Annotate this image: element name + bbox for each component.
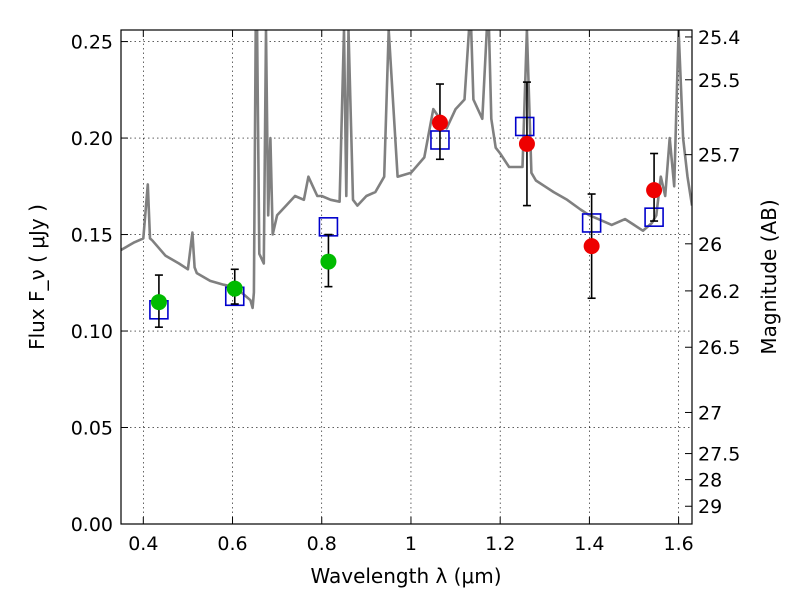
- y-tick-label: 0.25: [71, 32, 113, 54]
- y2-tick-label: 26: [698, 234, 722, 256]
- y2-tick-label: 25.4: [698, 27, 740, 49]
- marker-layer: [149, 81, 664, 328]
- y2-tick-label: 27: [698, 402, 722, 424]
- measured-flux-point: [646, 182, 663, 199]
- x-axis-title: Wavelength λ (μm): [310, 564, 501, 588]
- y2-tick-label: 27.5: [698, 444, 740, 466]
- x-tick-label: 1: [405, 533, 417, 555]
- y-tick-label: 0.00: [71, 514, 113, 536]
- measured-flux-point: [320, 253, 337, 270]
- x-tick-label: 1.6: [664, 533, 694, 555]
- measured-flux-point: [431, 114, 448, 131]
- grid: [121, 30, 692, 524]
- y2-tick-label: 25.7: [698, 145, 740, 167]
- y2-tick-label: 26.5: [698, 337, 740, 359]
- y-tick-label: 0.05: [71, 418, 113, 440]
- measured-flux-point: [150, 294, 167, 311]
- x-tick-label: 1.4: [574, 533, 604, 555]
- y2-tick-label: 26.2: [698, 281, 740, 303]
- y-tick-label: 0.20: [71, 128, 113, 150]
- x-tick-label: 0.4: [128, 533, 158, 555]
- measured-flux-point: [226, 280, 243, 297]
- x-tick-label: 0.6: [217, 533, 247, 555]
- plot-frame: [120, 29, 693, 525]
- y2-tick-label: 28: [698, 470, 722, 492]
- tick-layer: 0.4 0.6 0.8 1 1.2 1.4 1.6 0.00 0.05 0.10 0.15 0.20 0…: [71, 27, 741, 555]
- x-tick-label: 1.2: [485, 533, 515, 555]
- plot-area: [121, 30, 692, 524]
- x-tick-label: 0.8: [307, 533, 337, 555]
- y-tick-label: 0.10: [71, 321, 113, 343]
- y2-tick-label: 25.5: [698, 70, 740, 92]
- model-square-point: [514, 116, 535, 137]
- y2-tick-label: 29: [698, 496, 722, 518]
- y-axis-title: Flux F_ν ( μJy ): [25, 204, 49, 350]
- measured-flux-point: [583, 238, 600, 255]
- y2-axis-title: Magnitude (AB): [757, 199, 781, 354]
- measured-flux-point: [518, 135, 535, 152]
- y-tick-label: 0.15: [71, 225, 113, 247]
